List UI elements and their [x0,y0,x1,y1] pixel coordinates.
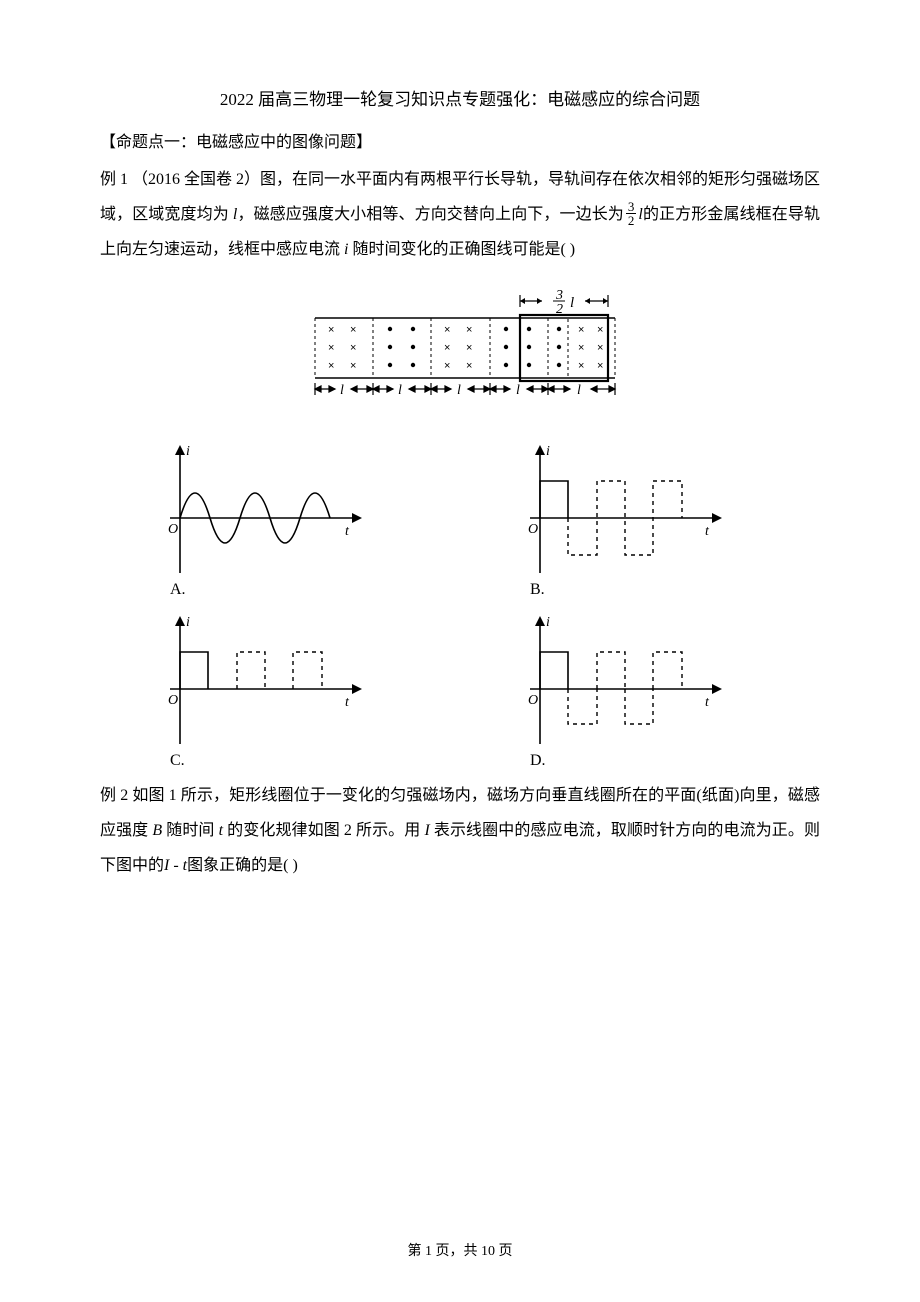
page-title: 2022 届高三物理一轮复习知识点专题强化：电磁感应的综合问题 [100,85,820,110]
ex2-mid1: 随时间 [162,822,218,839]
svg-text:t: t [345,695,350,710]
example-1-text: 例 1 （2016 全国卷 2）图，在同一水平面内有两根平行长导轨，导轨间存在依… [100,162,820,268]
svg-text:l: l [570,295,574,311]
svg-text:×: × [578,360,584,372]
ex2-suffix: 图象正确的是( ) [187,857,298,874]
graph-option-c: i O t [140,604,370,754]
option-c-cell: i O t C. [140,604,420,770]
svg-text:t: t [345,524,350,539]
svg-text:i: i [186,444,190,459]
svg-text:t: t [705,524,710,539]
svg-text:i: i [546,444,550,459]
option-a-cell: i O t A. [140,433,420,599]
ex2-var-it: I - t [164,857,187,874]
svg-text:×: × [350,342,356,354]
svg-text:l: l [516,383,520,398]
svg-text:O: O [528,522,538,537]
svg-text:×: × [444,360,450,372]
option-d-cell: i O t D. [500,604,780,770]
svg-text:l: l [340,383,344,398]
svg-text:×: × [466,342,472,354]
svg-text:×: × [444,324,450,336]
svg-text:i: i [546,615,550,630]
ex1-fraction: 32 [626,200,637,227]
svg-text:l: l [398,383,402,398]
svg-text:×: × [597,342,603,354]
svg-text:×: × [350,360,356,372]
svg-text:O: O [528,693,538,708]
graph-option-d: i O t [500,604,730,754]
svg-text:×: × [578,324,584,336]
section-heading: 【命题点一：电磁感应中的图像问题】 [100,128,820,152]
svg-text:l: l [577,383,581,398]
svg-text:×: × [328,324,334,336]
ex1-suffix: 随时间变化的正确图线可能是( ) [348,241,575,258]
option-c-label: C. [170,752,185,770]
options-row-1: i O t A. i O t B. [100,433,820,599]
graph-option-a: i O t [140,433,370,583]
svg-text:×: × [578,342,584,354]
svg-text:×: × [466,324,472,336]
svg-text:×: × [444,342,450,354]
svg-text:l: l [457,383,461,398]
page-footer: 第 1 页，共 10 页 [0,1240,920,1260]
option-a-label: A. [170,581,186,599]
rail-diagram: 3 2 l ×× ×× ×× ×× ×× ×× [295,283,625,413]
ex2-mid2: 的变化规律如图 2 所示。用 [223,822,424,839]
graph-option-b: i O t [500,433,730,583]
option-b-cell: i O t B. [500,433,780,599]
svg-text:O: O [168,522,178,537]
svg-text:i: i [186,615,190,630]
example-2-text: 例 2 如图 1 所示，矩形线圈位于一变化的匀强磁场内，磁场方向垂直线圈所在的平… [100,778,820,884]
svg-text:×: × [466,360,472,372]
option-d-label: D. [530,752,546,770]
ex2-var-b: B [152,822,162,839]
svg-text:×: × [328,360,334,372]
ex1-mid1: ，磁感应强度大小相等、方向交替向上向下，一边长为 [237,206,624,223]
svg-text:×: × [597,360,603,372]
svg-text:×: × [597,324,603,336]
svg-text:×: × [328,342,334,354]
option-b-label: B. [530,581,545,599]
svg-text:O: O [168,693,178,708]
options-row-2: i O t C. i O t [100,604,820,770]
svg-text:t: t [705,695,710,710]
svg-text:×: × [350,324,356,336]
